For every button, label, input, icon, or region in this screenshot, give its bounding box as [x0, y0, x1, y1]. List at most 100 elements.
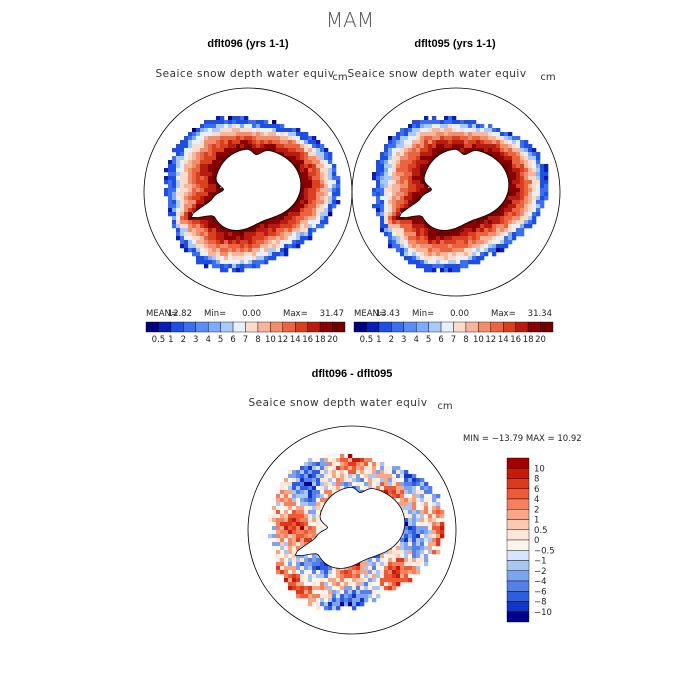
map-3-cell — [392, 482, 397, 487]
map-1-cell — [332, 176, 337, 181]
map-1-cell — [296, 212, 301, 217]
map-2-cell — [420, 156, 425, 161]
map-1-cell — [208, 228, 213, 233]
map-3-cell — [296, 546, 301, 551]
map-3-cell — [300, 590, 305, 595]
map-3-cell — [420, 530, 425, 535]
map-3-cell — [416, 506, 421, 511]
map-2-cell — [400, 208, 405, 213]
map-1-cell — [256, 136, 261, 141]
map-3-cell — [392, 586, 397, 591]
map-1-cell — [236, 236, 241, 241]
map-1-cell — [252, 228, 257, 233]
map-2-cell — [480, 216, 485, 221]
map-3-cell — [380, 478, 385, 483]
map-1-cell — [232, 264, 237, 269]
map-1-cell — [244, 240, 249, 245]
map-2-cell — [520, 224, 525, 229]
map-2-cell — [400, 228, 405, 233]
map-3-cell — [372, 590, 377, 595]
map-1-cell — [308, 172, 313, 177]
colorbar-swatch — [353, 321, 367, 333]
map-2-cell — [404, 148, 409, 153]
map-3-cell — [352, 466, 357, 471]
map-1-cell — [236, 120, 241, 125]
map-2-cell — [496, 220, 501, 225]
map-2-cell — [540, 184, 545, 189]
map-2-cell — [384, 224, 389, 229]
map-3-cell — [300, 570, 305, 575]
map-1-cell — [212, 248, 217, 253]
panel-2-min: 0.00 — [450, 309, 469, 319]
map-3-cell — [356, 598, 361, 603]
map-1-cell — [300, 176, 305, 181]
map-2-cell — [524, 204, 529, 209]
map-2-cell — [432, 120, 437, 125]
map-3-cell — [296, 566, 301, 571]
map-3-cell — [416, 526, 421, 531]
map-2-cell — [436, 264, 441, 269]
map-1-cell — [208, 256, 213, 261]
map-3-cell — [364, 590, 369, 595]
map-2-cell — [468, 220, 473, 225]
map-3-cell — [300, 490, 305, 495]
map-3-cell — [376, 462, 381, 467]
map-2-cell — [488, 152, 493, 157]
map-3-cell — [368, 486, 373, 491]
map-3-cell — [364, 574, 369, 579]
map-2-cell — [512, 148, 517, 153]
map-1-cell — [272, 232, 277, 237]
map-1-cell — [252, 148, 257, 153]
map-1-cell — [220, 264, 225, 269]
map-2-cell — [396, 136, 401, 141]
map-2-cell — [416, 140, 421, 145]
colorbar-tick-label: −0.5 — [534, 546, 555, 556]
map-2-cell — [532, 152, 537, 157]
map-2-cell — [472, 248, 477, 253]
map-3-cell — [304, 486, 309, 491]
map-1-cell — [272, 128, 277, 133]
map-2-cell — [396, 172, 401, 177]
map-1-cell — [292, 152, 297, 157]
map-3-cell — [416, 542, 421, 547]
map-2-cell — [384, 148, 389, 153]
map-1-cell — [212, 140, 217, 145]
map-3-cell — [312, 578, 317, 583]
colorbar-tick-label: 16 — [510, 335, 521, 345]
map-3-cell — [344, 594, 349, 599]
map-1-cell — [204, 184, 209, 189]
map-1-cell — [224, 228, 229, 233]
map-1-cell — [320, 176, 325, 181]
map-2-cell — [448, 268, 453, 273]
map-2-cell — [412, 184, 417, 189]
map-2-cell — [500, 240, 505, 245]
map-3-cell — [284, 538, 289, 543]
map-3-cell — [324, 586, 329, 591]
map-3-cell — [280, 534, 285, 539]
map-2-cell — [448, 140, 453, 145]
map-3-cell — [420, 486, 425, 491]
map-1-cell — [316, 152, 321, 157]
map-1-cell — [220, 244, 225, 249]
map-1-cell — [196, 172, 201, 177]
map-2-cell — [396, 224, 401, 229]
map-3-cell — [408, 494, 413, 499]
map-1-cell — [184, 164, 189, 169]
map-3-cell — [316, 506, 321, 511]
map-3-cell — [352, 570, 357, 575]
map-3-cell — [424, 510, 429, 515]
map-1-cell — [224, 152, 229, 157]
map-2-cell — [472, 132, 477, 137]
map-1-cell — [244, 116, 249, 121]
map-1-cell — [316, 188, 321, 193]
map-1-cell — [224, 256, 229, 261]
map-1-cell — [200, 220, 205, 225]
map-2-cell — [520, 172, 525, 177]
map-1-cell — [292, 208, 297, 213]
map-1-cell — [200, 124, 205, 129]
map-1-cell — [204, 220, 209, 225]
panel-1: dflt096 (yrs 1-1) Seaice snow depth wate… — [143, 38, 353, 345]
map-3-cell — [352, 574, 357, 579]
map-3-cell — [372, 562, 377, 567]
map-1-cell — [236, 268, 241, 273]
